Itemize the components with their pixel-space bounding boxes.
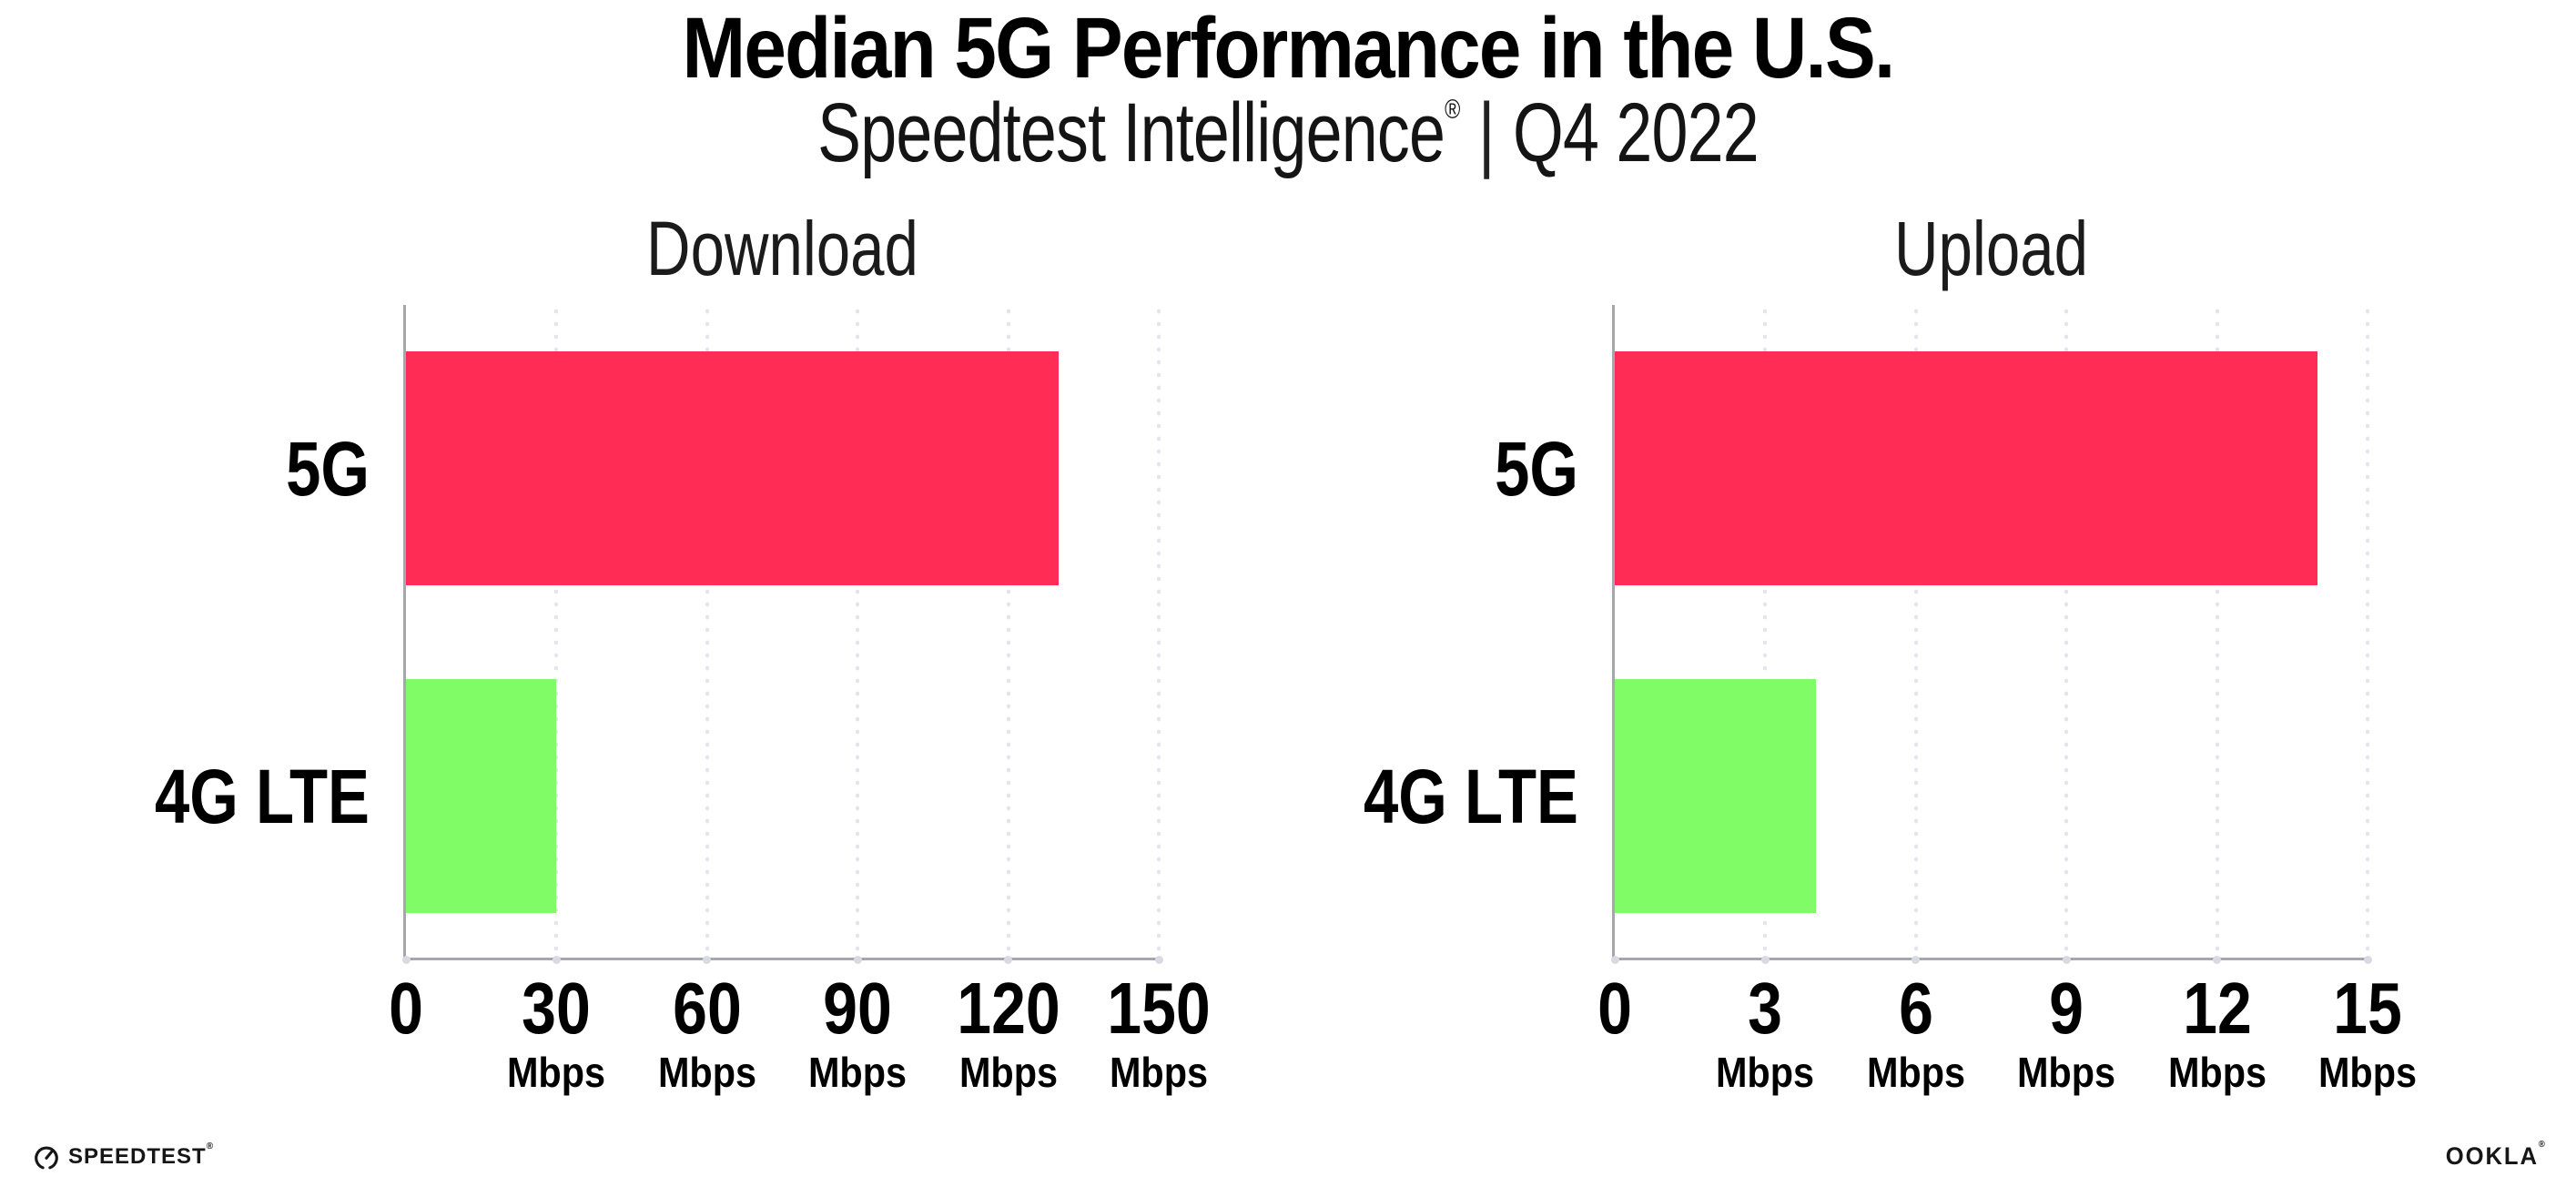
category-label-5g-upload: 5G (1495, 425, 1578, 512)
speedtest-wordmark: SPEEDTEST® (68, 1141, 214, 1169)
axis-tick-dot (1760, 956, 1770, 964)
gridline-upload-9 (2064, 305, 2069, 958)
gridline-upload-12 (2215, 305, 2219, 958)
tick-unit-upload-3: Mbps (1716, 1049, 1815, 1096)
tick-label-upload-15: 15 (2333, 968, 2402, 1049)
axis-tick-dot (2213, 956, 2222, 964)
tick-label-upload-0: 0 (1597, 968, 1632, 1049)
category-label-4g-lte-upload: 4G LTE (1363, 753, 1578, 839)
ookla-registered-mark: ® (2538, 1140, 2545, 1150)
gridline-upload-6 (1913, 305, 1918, 958)
bar-4g-lte-upload (1615, 679, 1816, 913)
axis-tick-dot (2062, 956, 2071, 964)
tick-unit-upload-6: Mbps (1866, 1049, 1965, 1096)
axis-tick-dot (2363, 956, 2372, 964)
tick-label-download-0: 0 (389, 968, 423, 1049)
tick-unit-download-150: Mbps (1109, 1049, 1209, 1096)
tick-label-download-60: 60 (672, 968, 742, 1049)
page-title: Median 5G Performance in the U.S. (682, 0, 1896, 96)
category-label-4g-lte-download: 4G LTE (154, 753, 370, 839)
subtitle-period: Q4 2022 (1513, 86, 1760, 179)
tick-unit-upload-12: Mbps (2167, 1049, 2267, 1096)
category-label-5g-download: 5G (286, 425, 370, 512)
axis-tick-dot (1912, 956, 1921, 964)
tick-label-download-120: 120 (956, 968, 1060, 1049)
gridline-download-60 (705, 305, 709, 958)
bar-4g-lte-download (406, 679, 557, 913)
tick-unit-download-120: Mbps (958, 1049, 1058, 1096)
gridline-download-90 (856, 305, 860, 958)
gridline-download-150 (1157, 305, 1161, 958)
gridline-upload-15 (2366, 305, 2369, 958)
bar-5g-upload (1615, 351, 2317, 585)
speedtest-gauge-icon (35, 1146, 58, 1170)
tick-unit-download-90: Mbps (808, 1049, 908, 1096)
gridline-download-120 (1006, 305, 1010, 958)
download-chart-title: Download (646, 206, 918, 291)
tick-unit-download-30: Mbps (507, 1049, 606, 1096)
axis-tick-dot (552, 956, 561, 964)
tick-label-upload-12: 12 (2182, 968, 2252, 1049)
gridline-download-30 (554, 305, 559, 958)
tick-unit-upload-15: Mbps (2317, 1049, 2418, 1096)
axis-tick-dot (1004, 956, 1013, 964)
gridline-upload-3 (1763, 305, 1768, 958)
bar-5g-download (406, 351, 1059, 585)
tick-label-download-90: 90 (823, 968, 892, 1049)
ookla-logo: OOKLA® (2445, 1141, 2545, 1170)
tick-label-download-150: 150 (1107, 968, 1211, 1049)
axis-tick-dot (703, 956, 712, 964)
tick-label-upload-3: 3 (1748, 968, 1783, 1049)
speedtest-logo: SPEEDTEST® (33, 1142, 213, 1172)
axis-tick-dot (853, 956, 862, 964)
tick-label-upload-9: 9 (2049, 968, 2084, 1049)
speedtest-registered-mark: ® (206, 1141, 214, 1151)
tick-unit-download-60: Mbps (657, 1049, 756, 1096)
upload-chart-title: Upload (1894, 206, 2088, 291)
tick-unit-upload-9: Mbps (2017, 1049, 2116, 1096)
axis-tick-dot (1154, 956, 1163, 964)
axis-tick-dot (401, 956, 411, 964)
subtitle-brand: Speedtest Intelligence (817, 86, 1445, 179)
axis-tick-dot (1610, 956, 1619, 964)
ookla-wordmark: OOKLA (2445, 1142, 2539, 1170)
page-subtitle: Speedtest Intelligence® | Q4 2022 (283, 91, 2292, 175)
tick-label-download-30: 30 (522, 968, 592, 1049)
tick-label-upload-6: 6 (1898, 968, 1933, 1049)
registered-mark: ® (1445, 95, 1460, 125)
download-chart-plot: Download 0 30 Mbps 60 Mbps 90 Mbps 120 Mbps 150 Mbp… (155, 210, 1211, 1093)
subtitle-divider: | (1477, 86, 1496, 179)
upload-chart-plot: Upload 0 3 Mbps 6 Mbps 9 Mbps 12 Mbps 15 Mbps 5G 4G L… (1364, 210, 2417, 1093)
